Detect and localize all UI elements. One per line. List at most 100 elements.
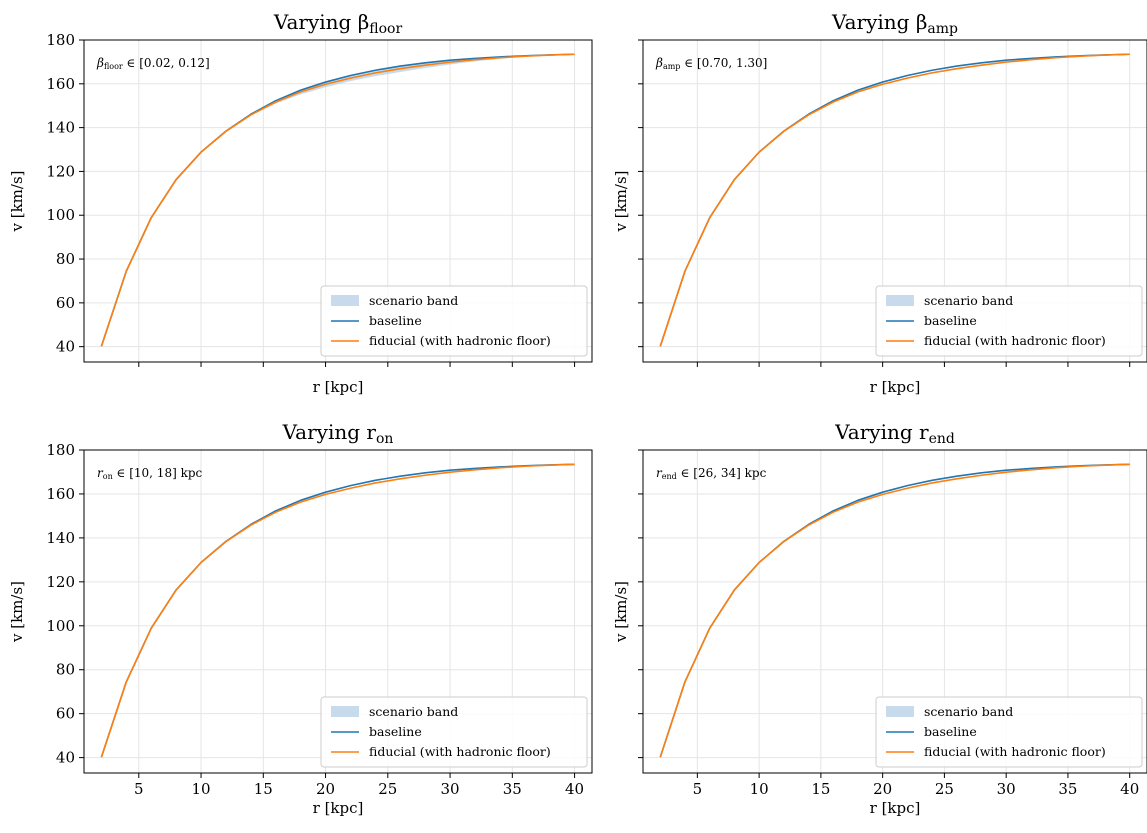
y-tick-label: 120 <box>46 573 75 591</box>
fiducial-line <box>100 463 575 758</box>
panel-4: 5 10 15 20 25 30 35 40r [kpc]v [km/s]Varying re… <box>612 420 1147 817</box>
annotation-symbol: β <box>96 56 104 70</box>
legend-label: baseline <box>369 724 422 739</box>
annotation-range: ∈ [10, 18] kpc <box>113 466 203 480</box>
x-tick-label: 15 <box>254 780 273 798</box>
panel-3: 5 10 15 20 25 30 35 40 40 60 80 100 120 140 160 180 r [k… <box>8 420 593 817</box>
legend-box <box>875 696 1143 768</box>
y-tick-label: 160 <box>46 75 75 93</box>
x-tick-label: 35 <box>503 780 522 798</box>
annotation-range: ∈ [26, 34] kpc <box>677 466 767 480</box>
legend: scenario band baseline fiducial (with hadr… <box>320 696 588 768</box>
legend-label: fiducial (with hadronic floor) <box>924 744 1106 759</box>
annotation-range: ∈ [0.02, 0.12] <box>123 56 210 70</box>
panel-title: Varying rend <box>834 420 955 447</box>
range-annotation: βfloor ∈ [0.02, 0.12] <box>96 56 210 71</box>
range-annotation: βamp ∈ [0.70, 1.30] <box>655 56 767 71</box>
legend-label: scenario band <box>924 293 1013 308</box>
x-tick-label: 40 <box>565 780 584 798</box>
title-subscript: on <box>376 431 393 447</box>
legend-label: fiducial (with hadronic floor) <box>924 333 1106 348</box>
y-axis-label: v [km/s] <box>612 581 630 643</box>
y-tick-label: 60 <box>56 705 75 723</box>
legend-label: fiducial (with hadronic floor) <box>369 333 551 348</box>
x-tick-label: 25 <box>935 780 954 798</box>
fiducial-line <box>100 53 575 347</box>
y-tick-label: 140 <box>46 119 75 137</box>
x-tick-label: 10 <box>191 780 210 798</box>
title-main: Varying β <box>831 10 927 34</box>
range-annotation: ron ∈ [10, 18] kpc <box>97 466 203 481</box>
annotation-subscript: floor <box>104 62 123 71</box>
legend-band-swatch <box>331 706 359 717</box>
legend-label: scenario band <box>369 704 458 719</box>
x-axis-label: r [kpc] <box>313 378 364 396</box>
axes-frame <box>83 449 593 774</box>
y-tick-label: 120 <box>46 162 75 180</box>
title-subscript: end <box>929 431 955 447</box>
panel-title: Varying βamp <box>831 10 958 37</box>
y-axis-label: v [km/s] <box>8 581 26 643</box>
legend-label: baseline <box>924 724 977 739</box>
x-tick-label: 25 <box>378 780 397 798</box>
axes-frame <box>642 449 1147 774</box>
y-tick-label: 40 <box>56 338 75 356</box>
x-tick-label: 40 <box>1120 780 1139 798</box>
legend-label: scenario band <box>369 293 458 308</box>
y-tick-label: 160 <box>46 485 75 503</box>
legend-label: baseline <box>369 313 422 328</box>
y-tick-label: 180 <box>46 31 75 49</box>
grid <box>84 39 592 362</box>
x-tick-label: 20 <box>873 780 892 798</box>
y-tick-label: 80 <box>56 661 75 679</box>
axes-frame <box>83 39 593 363</box>
legend-label: baseline <box>924 313 977 328</box>
x-axis-label: r [kpc] <box>313 799 364 817</box>
legend-band-swatch <box>886 295 914 306</box>
y-tick-label: 100 <box>46 206 75 224</box>
range-annotation: rend ∈ [26, 34] kpc <box>656 466 767 481</box>
legend-label: fiducial (with hadronic floor) <box>369 744 551 759</box>
title-subscript: floor <box>369 21 402 37</box>
axes-frame <box>642 39 1147 363</box>
x-tick-label: 15 <box>811 780 830 798</box>
y-tick-label: 60 <box>56 294 75 312</box>
x-axis-label: r [kpc] <box>870 799 921 817</box>
legend-box <box>320 285 588 357</box>
legend: scenario band baseline fiducial (with hadr… <box>875 696 1143 768</box>
x-tick-label: 30 <box>441 780 460 798</box>
y-tick-label: 140 <box>46 529 75 547</box>
legend-band-swatch <box>886 706 914 717</box>
y-tick-label: 80 <box>56 250 75 268</box>
title-main: Varying β <box>273 10 369 34</box>
y-tick-label: 180 <box>46 441 75 459</box>
legend-box <box>875 285 1143 357</box>
title-main: Varying r <box>834 420 929 444</box>
annotation-symbol: r <box>97 466 104 480</box>
y-tick-label: 100 <box>46 617 75 635</box>
y-axis-label: v [km/s] <box>8 170 26 232</box>
x-tick-label: 5 <box>134 780 144 798</box>
legend: scenario band baseline fiducial (with hadr… <box>320 285 588 357</box>
legend-band-swatch <box>331 295 359 306</box>
x-tick-label: 30 <box>997 780 1016 798</box>
legend-label: scenario band <box>924 704 1013 719</box>
fiducial-line <box>659 53 1130 347</box>
annotation-range: ∈ [0.70, 1.30] <box>680 56 767 70</box>
title-subscript: amp <box>927 21 958 37</box>
annotation-symbol: r <box>656 466 663 480</box>
title-main: Varying r <box>282 420 377 444</box>
annotation-symbol: β <box>655 56 663 70</box>
panel-title: Varying ron <box>282 420 394 447</box>
x-axis-label: r [kpc] <box>870 378 921 396</box>
fiducial-line <box>659 463 1130 758</box>
x-tick-label: 20 <box>316 780 335 798</box>
legend: scenario band baseline fiducial (with hadr… <box>875 285 1143 357</box>
annotation-subscript: end <box>662 472 677 481</box>
legend-box <box>320 696 588 768</box>
y-axis-label: v [km/s] <box>612 170 630 232</box>
annotation-subscript: on <box>103 472 113 481</box>
panel-1: 40 60 80 100 120 140 160 180 r [kpc] v [km/s] Vary… <box>8 10 593 396</box>
